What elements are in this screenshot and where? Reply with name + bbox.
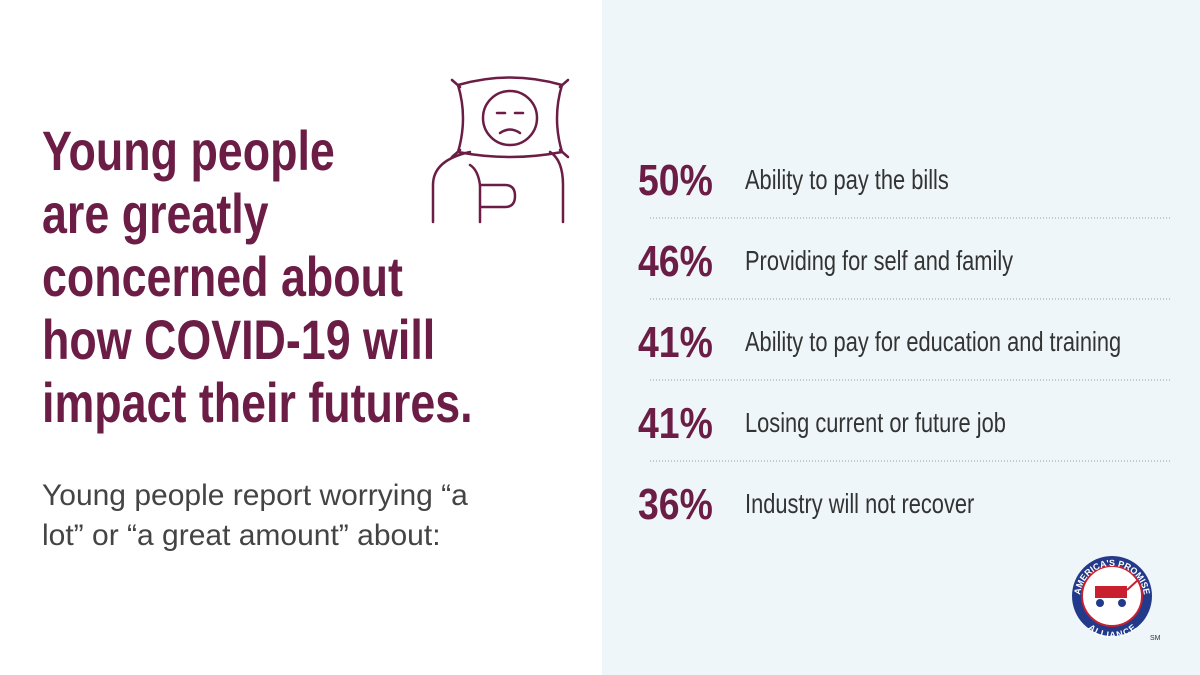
stat-label: Ability to pay the bills — [745, 164, 949, 195]
label-group: Ability to pay the bills — [745, 164, 949, 195]
percent-group: 36% — [638, 479, 713, 529]
label-group: Losing current or future job — [745, 407, 1006, 438]
label-group: Ability to pay for education and trainin… — [745, 326, 1121, 357]
headline-line: Young people — [42, 119, 335, 182]
percent-group: 41% — [638, 398, 713, 448]
headline-line: impact their futures. — [42, 371, 473, 434]
stat-label: Industry will not recover — [745, 488, 974, 519]
stat-row: 36% Industry will not recover — [638, 479, 974, 529]
subtitle-line: Young people report worrying “a — [42, 479, 468, 512]
worried-person-icon — [431, 76, 570, 224]
percent: 41% — [638, 398, 713, 448]
stat-list: 50% Ability to pay the bills 46% Providing … — [638, 155, 1172, 529]
label-group: Providing for self and family — [745, 245, 1013, 276]
stat-row: 50% Ability to pay the bills — [638, 155, 1172, 219]
headline-line: concerned about — [42, 245, 403, 308]
stat-row: 41% Ability to pay for education and trai… — [638, 317, 1172, 381]
headline-line: how COVID-19 will — [42, 308, 435, 371]
service-mark: SM — [1150, 635, 1161, 642]
label-group: Industry will not recover — [745, 488, 974, 519]
percent: 36% — [638, 479, 713, 529]
subtitle-line: lot” or “a great amount” about: — [42, 519, 441, 552]
stat-label: Providing for self and family — [745, 245, 1013, 276]
stat-row: 46% Providing for self and family — [638, 236, 1172, 300]
subtitle: Young people report worrying “a lot” or “… — [42, 479, 468, 552]
percent-group: 46% — [638, 236, 713, 286]
headline-line: are greatly — [42, 182, 269, 245]
stat-row: 41% Losing current or future job — [638, 398, 1172, 462]
percent: 41% — [638, 317, 713, 367]
percent-group: 41% — [638, 317, 713, 367]
stat-label: Ability to pay for education and trainin… — [745, 326, 1121, 357]
percent-group: 50% — [638, 155, 713, 205]
percent: 46% — [638, 236, 713, 286]
percent: 50% — [638, 155, 713, 205]
stat-label: Losing current or future job — [745, 407, 1006, 438]
